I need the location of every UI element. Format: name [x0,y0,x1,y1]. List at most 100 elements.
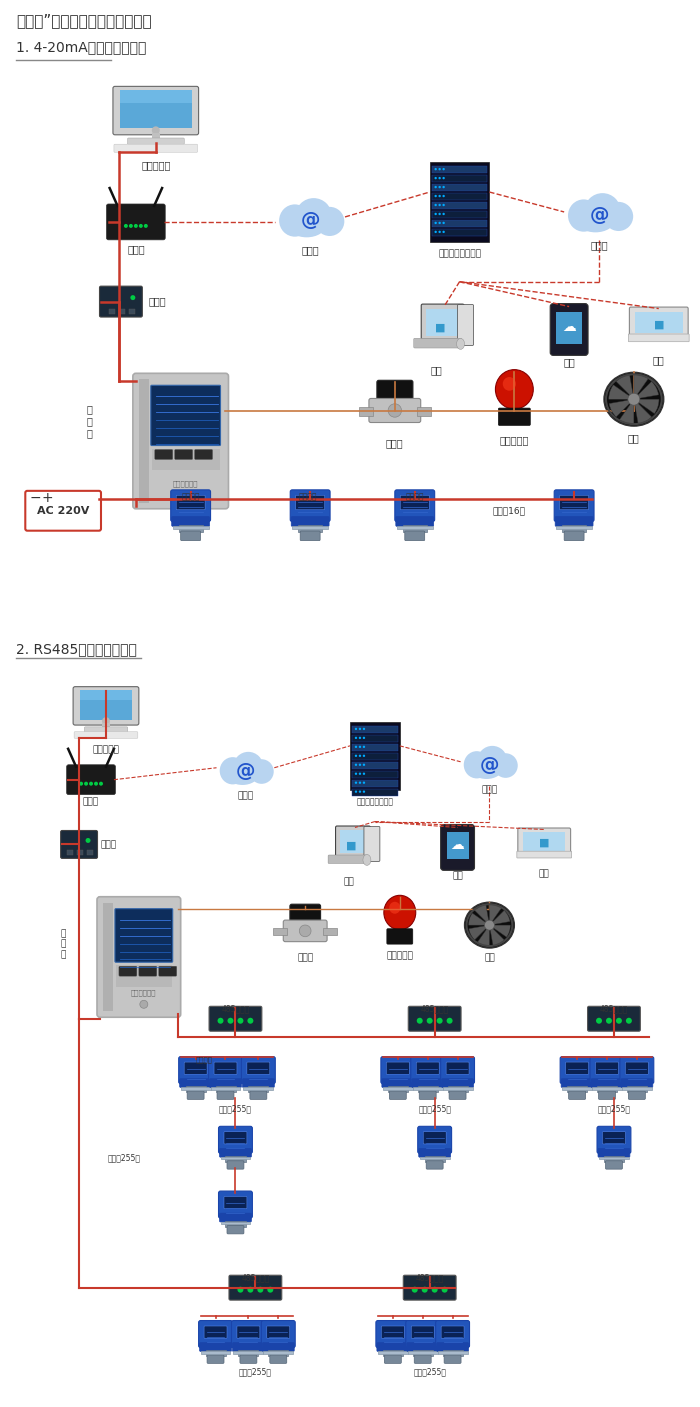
Circle shape [79,782,83,785]
FancyBboxPatch shape [395,490,435,522]
FancyBboxPatch shape [207,1355,224,1363]
Bar [352,726,398,733]
Circle shape [124,224,128,228]
Circle shape [359,754,361,757]
FancyBboxPatch shape [587,1006,640,1031]
Bar [597,1086,617,1092]
Bar [430,162,489,242]
FancyBboxPatch shape [291,516,329,526]
FancyBboxPatch shape [115,909,173,962]
Text: 可连接255台: 可连接255台 [418,1104,452,1113]
FancyBboxPatch shape [400,495,429,509]
Bar [432,211,487,218]
FancyBboxPatch shape [127,138,184,145]
FancyBboxPatch shape [97,896,181,1017]
Bar [413,1088,442,1089]
Bar [263,1351,293,1354]
Text: 信号输出: 信号输出 [181,492,200,502]
Wedge shape [489,910,510,926]
Bar [323,929,337,936]
Ellipse shape [315,207,344,236]
Circle shape [438,212,441,215]
Bar [524,833,565,851]
FancyBboxPatch shape [195,449,213,460]
Bar [178,525,203,532]
Text: ☁: ☁ [451,839,465,853]
FancyBboxPatch shape [204,1325,227,1338]
FancyBboxPatch shape [389,1090,406,1099]
Circle shape [616,1017,622,1024]
Text: 单机版电脑: 单机版电脑 [92,744,120,754]
Circle shape [363,737,365,739]
Circle shape [85,839,90,843]
Bar [350,722,400,789]
Circle shape [355,746,357,749]
Text: 信号输出: 信号输出 [405,492,424,502]
Bar [418,1086,438,1092]
Bar [378,1351,408,1354]
Text: @: @ [589,207,609,225]
Wedge shape [477,926,489,946]
FancyBboxPatch shape [209,1057,242,1083]
FancyBboxPatch shape [625,1062,648,1074]
Circle shape [421,1286,428,1293]
FancyBboxPatch shape [629,333,689,342]
Ellipse shape [470,758,503,779]
Circle shape [435,177,437,179]
Ellipse shape [363,854,371,865]
Ellipse shape [295,198,332,234]
Circle shape [416,1017,423,1024]
Circle shape [626,1017,632,1024]
Text: 互联网: 互联网 [590,239,608,250]
Bar [432,166,487,173]
FancyBboxPatch shape [414,1355,431,1363]
Ellipse shape [389,902,400,913]
Bar [408,1351,438,1354]
Ellipse shape [477,746,508,777]
FancyBboxPatch shape [180,1079,211,1088]
Text: 风机: 风机 [628,433,640,443]
Bar [77,850,83,855]
Bar [622,1088,652,1089]
Text: 可连接255台: 可连接255台 [597,1104,631,1113]
Text: 互联网: 互联网 [237,792,253,801]
FancyBboxPatch shape [419,1148,451,1157]
FancyBboxPatch shape [178,1057,213,1083]
FancyBboxPatch shape [555,516,593,526]
Circle shape [267,1286,273,1293]
Bar [562,1088,592,1089]
Text: 互联网: 互联网 [482,785,498,795]
FancyBboxPatch shape [240,1355,257,1363]
Text: 单机版电脑: 单机版电脑 [141,160,171,170]
Text: @: @ [300,211,320,231]
Bar [186,1086,206,1092]
FancyBboxPatch shape [241,1057,275,1083]
FancyBboxPatch shape [458,304,473,346]
Bar [244,1088,273,1089]
Bar [432,229,487,236]
Text: 安帕尔网络服务器: 安帕尔网络服务器 [438,250,481,259]
Circle shape [359,746,361,749]
Bar [234,1351,263,1354]
FancyBboxPatch shape [403,1275,456,1300]
Text: 电脑: 电脑 [430,366,442,376]
FancyBboxPatch shape [561,1079,593,1088]
Ellipse shape [463,751,490,778]
Ellipse shape [465,902,514,948]
Bar [425,1157,444,1162]
FancyBboxPatch shape [25,491,101,530]
Bar [352,761,398,768]
Text: 通
讯
线: 通 讯 线 [86,405,92,438]
Circle shape [130,295,135,300]
Bar [383,1088,413,1089]
Wedge shape [475,905,489,926]
Circle shape [89,782,93,785]
Wedge shape [634,400,652,424]
Bar [432,184,487,191]
Circle shape [432,1286,438,1293]
Bar [352,771,398,778]
FancyBboxPatch shape [74,732,138,739]
Bar [432,174,487,182]
Circle shape [438,194,441,197]
FancyBboxPatch shape [412,1325,434,1338]
